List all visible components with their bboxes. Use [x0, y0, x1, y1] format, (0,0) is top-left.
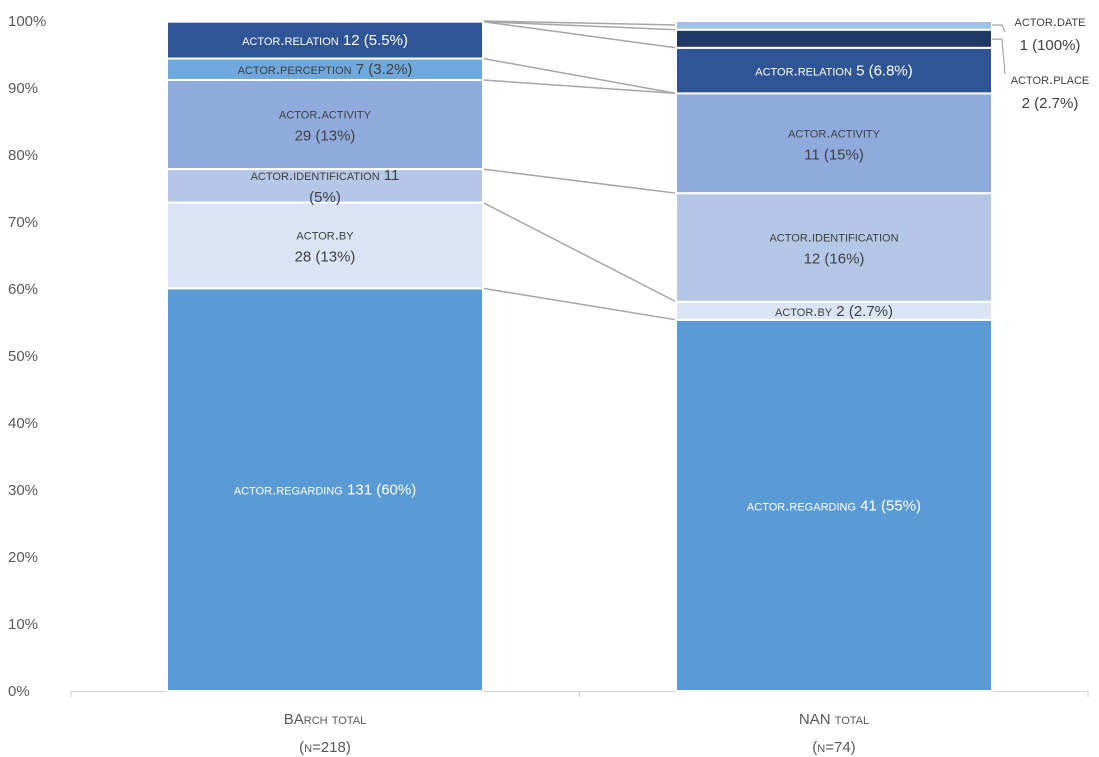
data-label: (5%) [309, 189, 341, 206]
y-tick-label: 20% [8, 549, 38, 566]
bar-segment [166, 168, 484, 204]
data-label: actor.identification 11 [251, 167, 400, 184]
y-tick-label: 0% [8, 683, 30, 700]
connector-line [482, 168, 677, 194]
y-tick-label: 40% [8, 415, 38, 432]
y-tick-label: 10% [8, 616, 38, 633]
callout-label: actor.date [1015, 13, 1086, 30]
data-label: actor.activity [788, 124, 881, 141]
category-n-label: (n=218) [299, 739, 351, 756]
y-tick-label: 70% [8, 214, 38, 231]
y-tick-label: 100% [8, 13, 46, 30]
bar-segment [675, 46, 993, 95]
y-tick-label: 60% [8, 281, 38, 298]
bar-segment [675, 192, 993, 303]
connector-line [482, 20, 677, 31]
category-label: BArch total [284, 711, 366, 728]
data-label: actor.by 2 (2.7%) [775, 303, 893, 320]
bar-segment [166, 287, 484, 692]
data-label: 29 (13%) [295, 128, 356, 145]
data-label: 12 (16%) [804, 250, 865, 267]
connector-line [482, 79, 677, 95]
y-tick-label: 90% [8, 80, 38, 97]
bar-segment [675, 28, 993, 49]
data-label: actor.by [296, 226, 354, 243]
category-label: NAN total [799, 711, 869, 728]
callout-label: 1 (100%) [1020, 37, 1081, 54]
bar-segment [675, 318, 993, 692]
y-tick-label: 80% [8, 147, 38, 164]
y-tick-label: 50% [8, 348, 38, 365]
connector-line [482, 57, 677, 95]
data-label: actor.perception 7 (3.2%) [238, 61, 413, 78]
data-label: 28 (13%) [295, 248, 356, 265]
data-label: actor.activity [279, 106, 372, 123]
connector-line [482, 20, 677, 26]
connector-line [482, 20, 677, 49]
connector-line [482, 287, 677, 321]
bar-segment [166, 78, 484, 171]
callout-line [992, 24, 1006, 33]
data-label: actor.regarding 41 (55%) [747, 497, 921, 514]
callout-label: 2 (2.7%) [1022, 95, 1079, 112]
category-n-label: (n=74) [812, 739, 855, 756]
bar-segment [166, 20, 484, 60]
y-tick-label: 30% [8, 482, 38, 499]
data-label: 11 (15%) [804, 146, 864, 163]
bar-segment [166, 201, 484, 290]
connector-line [482, 201, 677, 303]
bar-segment [675, 92, 993, 195]
data-label: actor.relation 12 (5.5%) [242, 32, 408, 49]
callout-line [992, 38, 1006, 75]
callout-label: actor.place [1011, 71, 1090, 88]
data-label: actor.identification [769, 228, 898, 245]
data-label: actor.regarding 131 (60%) [234, 482, 416, 499]
data-label: actor.relation 5 (6.8%) [755, 63, 913, 80]
bar-segment [675, 20, 993, 31]
